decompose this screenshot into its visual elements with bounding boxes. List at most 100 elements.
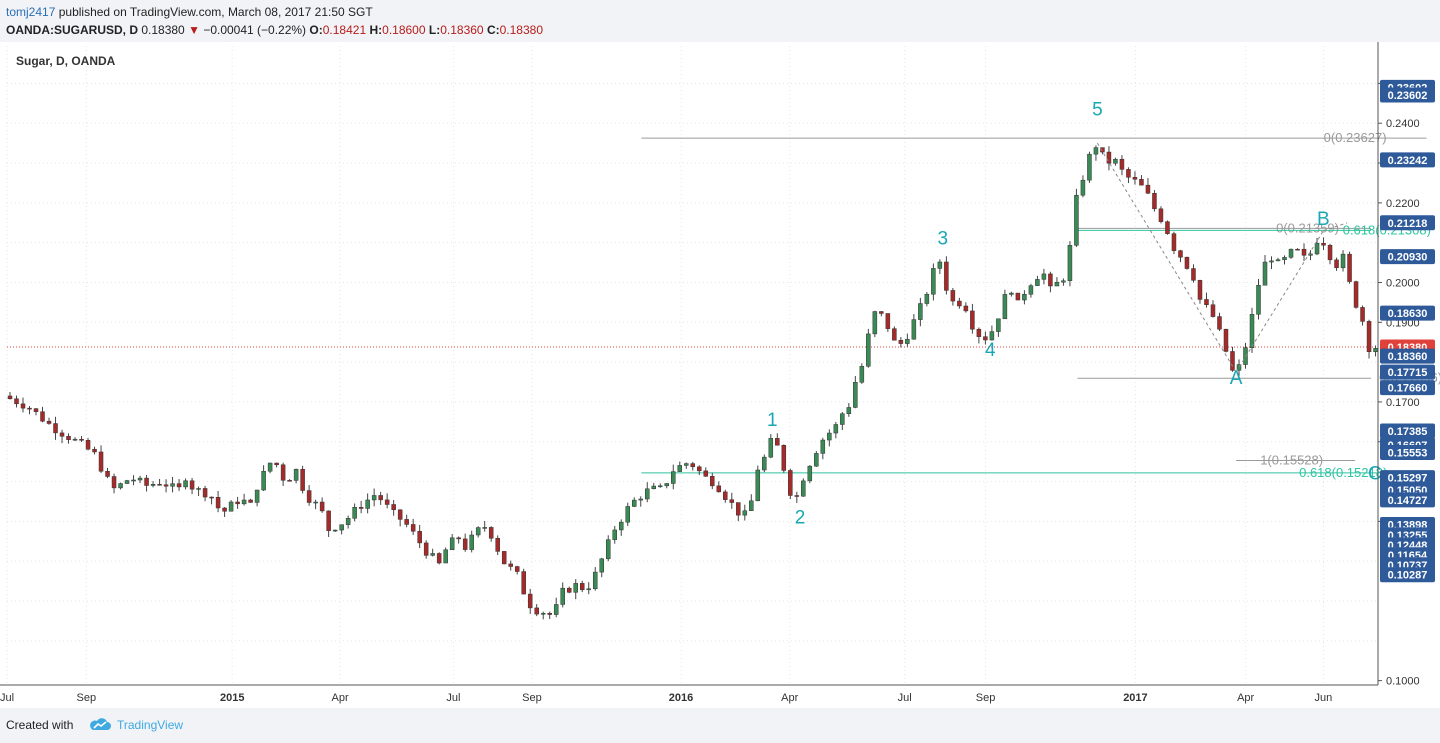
y-tick-label: 0.1700 <box>1386 397 1420 409</box>
candle-body <box>1327 244 1333 261</box>
candle-body <box>14 398 19 405</box>
candle-body <box>482 527 487 529</box>
candle-body <box>1197 280 1203 300</box>
fib-levels: 0(0.23627)0(0.21359)0.618(0.21308)0(0.17… <box>7 130 1440 480</box>
candle-body <box>645 488 650 500</box>
y-tick-label: 0.2000 <box>1386 277 1420 289</box>
candle-body <box>729 499 735 503</box>
price-chart[interactable]: 0(0.23627)0(0.21359)0.618(0.21308)0(0.17… <box>0 42 1440 708</box>
candle-body <box>365 499 370 509</box>
x-tick-label: Jul <box>0 692 14 704</box>
down-arrow-icon: ▼ <box>188 23 200 37</box>
candle-body <box>59 432 65 437</box>
candle-body <box>762 456 767 471</box>
candle-body <box>1256 284 1261 315</box>
price-badge <box>1380 492 1435 508</box>
candle-body <box>300 468 305 491</box>
x-tick-label: Sep <box>522 692 542 704</box>
price-badge <box>1380 249 1435 265</box>
candle-body <box>488 527 494 539</box>
candle-body <box>625 506 630 523</box>
candle-body <box>1340 253 1346 269</box>
candle-body <box>514 566 520 572</box>
candle-body <box>1366 321 1372 352</box>
candle-body <box>1178 250 1183 258</box>
tradingview-cloud-icon[interactable] <box>88 717 112 731</box>
candle-body <box>1217 316 1222 330</box>
price-badge <box>1380 470 1435 486</box>
candle-body <box>1113 158 1118 164</box>
candle-body <box>976 328 982 337</box>
x-tick-label: Jul <box>446 692 460 704</box>
published-text: published on TradingView.com, March 08, … <box>58 5 373 19</box>
candle-body <box>1295 248 1300 251</box>
candle-body <box>924 293 930 304</box>
quote-line: OANDA:SUGARUSD, D 0.18380 ▼ −0.00041 (−0… <box>6 23 543 37</box>
price-badge-label: 0.10287 <box>1388 570 1428 582</box>
candle-body <box>1106 151 1112 164</box>
x-tick-label: Jun <box>1315 692 1333 704</box>
candle-body <box>937 261 943 269</box>
candle-body <box>1308 253 1313 256</box>
tradingview-link[interactable]: TradingView <box>117 718 184 732</box>
chart-area[interactable]: 0(0.23627)0(0.21359)0.618(0.21308)0(0.17… <box>0 42 1440 708</box>
zigzag-line <box>1323 222 1348 232</box>
fib-label: 0.618(0.15218) <box>1299 465 1387 480</box>
candle-body <box>638 498 644 501</box>
candle-body <box>1184 256 1190 269</box>
candle-body <box>339 524 344 531</box>
candle-body <box>1191 268 1196 281</box>
candle-body <box>254 489 260 503</box>
candle-body <box>241 499 247 505</box>
price-badge-label: 0.18630 <box>1388 308 1428 320</box>
candle-body <box>189 480 195 490</box>
y-tick-label: 0.2200 <box>1386 198 1420 210</box>
candle-body <box>534 607 539 615</box>
price-badge <box>1380 152 1435 168</box>
candle-body <box>989 331 995 341</box>
candle-body <box>144 477 149 486</box>
price-badge-label: 0.21218 <box>1388 218 1428 230</box>
wave-label: C <box>1368 464 1382 485</box>
candle-body <box>456 537 461 540</box>
candle-body <box>183 480 188 488</box>
candle-body <box>592 571 598 589</box>
candle-body <box>1061 280 1066 283</box>
candle-body <box>124 480 130 484</box>
candle-body <box>918 303 923 320</box>
candle-body <box>384 499 390 505</box>
candle-body <box>1171 233 1177 251</box>
candle-body <box>788 470 793 496</box>
candle-body <box>495 538 500 552</box>
price-badge-label: 0.17660 <box>1388 383 1428 395</box>
candle-body <box>501 551 507 565</box>
low-value: 0.18360 <box>440 23 484 37</box>
y-tick-label: 0.1000 <box>1386 676 1420 688</box>
author-link[interactable]: tomj2417 <box>6 5 56 19</box>
open-value: 0.18421 <box>322 23 367 37</box>
candle-body <box>827 432 832 441</box>
price-badge <box>1380 348 1435 364</box>
candle-body <box>599 558 604 573</box>
wave-label: 3 <box>937 229 948 250</box>
candle-body <box>859 366 865 383</box>
candle-body <box>651 485 657 490</box>
candle-body <box>553 604 559 615</box>
wave-label: 4 <box>985 340 996 361</box>
y-tick-label: 0.2400 <box>1386 118 1420 130</box>
candle-body <box>1100 147 1105 153</box>
candle-body <box>690 463 696 468</box>
candle-body <box>1210 304 1216 317</box>
price-badge <box>1380 423 1435 439</box>
candle-body <box>1223 328 1229 352</box>
header-bar: tomj2417 published on TradingView.com, M… <box>0 0 1440 42</box>
candle-body <box>1236 364 1242 371</box>
candle-body <box>950 290 956 302</box>
price-badge-label: 0.15297 <box>1388 473 1428 485</box>
zigzag-line <box>1235 230 1324 373</box>
candle-body <box>586 588 591 591</box>
candle-body <box>1093 147 1099 155</box>
candle-body <box>306 490 312 503</box>
candle-body <box>157 484 162 486</box>
candle-body <box>612 529 617 540</box>
